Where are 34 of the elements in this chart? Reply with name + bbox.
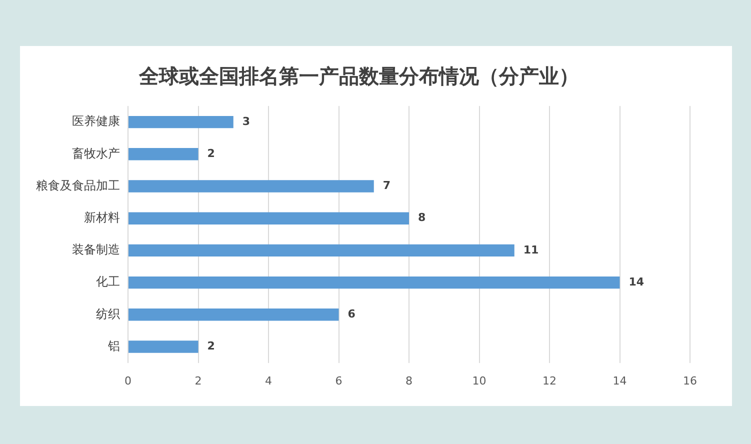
x-tick-label: 14 (612, 374, 627, 388)
x-tick-label: 12 (542, 374, 556, 388)
x-tick-label: 16 (683, 374, 697, 388)
x-tick-label: 2 (194, 374, 202, 388)
data-label: 6 (348, 308, 356, 321)
data-label: 8 (418, 211, 426, 224)
chart-title: 全球或全国排名第一产品数量分布情况（分产业） (138, 64, 579, 88)
y-tick-label: 粮食及食品加工 (36, 178, 120, 192)
data-label: 7 (382, 179, 391, 192)
y-tick-label: 医养健康 (72, 114, 120, 128)
bar (128, 308, 339, 321)
bar (128, 244, 514, 257)
x-tick-label: 8 (406, 374, 412, 388)
y-tick-label: 装备制造 (72, 242, 120, 257)
bar (128, 212, 409, 224)
bar (128, 116, 234, 128)
data-label: 11 (523, 243, 539, 256)
data-label: 3 (242, 114, 250, 128)
y-tick-label: 化工 (96, 274, 120, 289)
y-tick-label: 畜牧水产 (72, 146, 120, 160)
data-label: 2 (207, 340, 215, 353)
bar (128, 276, 620, 289)
x-tick-label: 4 (265, 374, 272, 388)
data-label: 14 (628, 275, 644, 288)
bar (128, 148, 198, 160)
x-tick-label: 10 (472, 374, 486, 388)
x-tick-label: 0 (124, 374, 132, 388)
data-label: 2 (207, 147, 215, 160)
bar (128, 340, 198, 353)
y-tick-label: 铝 (107, 338, 120, 353)
bar (128, 180, 374, 192)
y-tick-label: 纺织 (96, 306, 120, 321)
x-tick-label: 6 (335, 374, 342, 388)
y-tick-label: 新材料 (84, 210, 120, 224)
